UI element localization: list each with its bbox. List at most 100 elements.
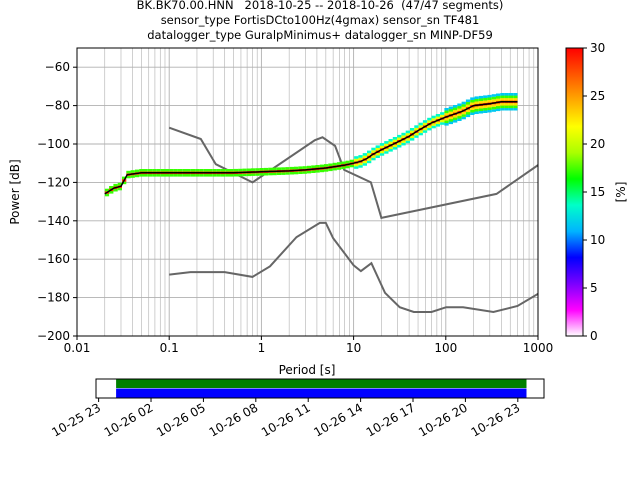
density-cell [392, 144, 398, 148]
density-cell [281, 167, 286, 170]
density-cell [487, 94, 492, 98]
density-cell [375, 155, 380, 158]
density-cell [461, 114, 466, 117]
density-cell [500, 98, 505, 101]
colorbar [565, 47, 584, 337]
density-cell [268, 172, 273, 176]
density-cell [126, 170, 131, 174]
density-cell [487, 107, 492, 110]
density-cell [117, 182, 122, 186]
density-cell [487, 97, 492, 100]
density-cell [474, 108, 479, 112]
timeline-tick-label: 10-26 17 [364, 400, 418, 439]
density-cell [431, 125, 436, 129]
density-cell [431, 123, 436, 126]
density-cell [362, 153, 367, 156]
density-cell [478, 108, 484, 111]
density-cell [272, 167, 277, 171]
density-cell [453, 107, 458, 111]
density-cell [152, 169, 157, 172]
density-cell [203, 174, 208, 177]
density-cell [276, 172, 282, 175]
density-cell [470, 107, 475, 110]
density-cell [461, 111, 466, 115]
density-cell [491, 99, 496, 102]
density-cell [336, 162, 342, 165]
density-cell [457, 116, 462, 119]
density-cell [122, 181, 127, 185]
density-cell [478, 105, 484, 109]
colorbar-axis: 0 5 10 15 20 25 30 [583, 41, 605, 343]
density-cell [478, 100, 484, 104]
density-cell [478, 110, 484, 114]
density-cell [272, 172, 277, 176]
density-cell [182, 174, 187, 177]
density-cell [285, 167, 290, 170]
density-cell [306, 165, 312, 169]
density-cell [457, 108, 462, 112]
density-cell [315, 170, 320, 173]
density-cell [117, 187, 122, 191]
density-cell [285, 172, 290, 175]
density-cell [508, 107, 514, 111]
density-cell [294, 171, 299, 175]
density-cell [276, 167, 282, 170]
density-cell [165, 174, 170, 177]
density-cell [491, 94, 496, 97]
density-cell [203, 169, 208, 172]
density-cell [324, 169, 329, 172]
density-cell [367, 150, 372, 154]
density-cell [500, 95, 505, 99]
density-cell [186, 169, 191, 172]
colorbar-tick-label: 20 [590, 137, 605, 151]
density-cell [474, 111, 479, 114]
density-cell [362, 160, 367, 164]
density-cell [298, 166, 303, 169]
density-cell [410, 130, 415, 134]
y-axis: −200 −180 −160 −140 −120 −100 −80 −60 [37, 60, 77, 343]
density-cell [186, 174, 191, 177]
density-cell [513, 103, 518, 106]
density-cell [410, 138, 415, 141]
density-cell [453, 120, 458, 123]
density-cell [328, 168, 333, 172]
density-cell [457, 106, 462, 109]
density-cell [375, 152, 380, 156]
density-cell [225, 174, 230, 177]
timeline-tick-label: 10-26 02 [102, 400, 156, 439]
density-cell [504, 105, 509, 109]
density-cell [392, 137, 398, 140]
density-cell [349, 164, 355, 168]
density-cell [448, 109, 453, 112]
colorbar-tick-label: 25 [590, 89, 605, 103]
density-cell [246, 168, 251, 172]
density-cell [418, 132, 423, 136]
density-cell [448, 119, 453, 122]
density-cell [177, 169, 183, 172]
density-cell [362, 155, 367, 159]
density-cell [195, 174, 200, 177]
density-cell [496, 93, 501, 97]
density-cell [483, 95, 488, 98]
density-cell [367, 158, 372, 161]
density-cell [328, 163, 333, 167]
density-cell [461, 104, 466, 107]
density-cell [336, 167, 342, 170]
density-cell [263, 167, 269, 171]
density-cell [143, 174, 148, 177]
density-cell [311, 165, 316, 168]
density-cell [242, 168, 247, 172]
density-cell [500, 105, 505, 109]
density-cell [315, 165, 320, 168]
probability-density [104, 93, 518, 197]
density-cell [470, 102, 475, 105]
density-cell [401, 142, 406, 146]
density-cell [195, 169, 200, 172]
density-cell [173, 169, 178, 172]
density-cell [401, 135, 406, 138]
density-cell [156, 174, 161, 177]
density-cell [478, 95, 484, 99]
density-cell [435, 121, 441, 125]
density-cell [392, 139, 398, 143]
x-tick-label: 100 [434, 341, 457, 355]
